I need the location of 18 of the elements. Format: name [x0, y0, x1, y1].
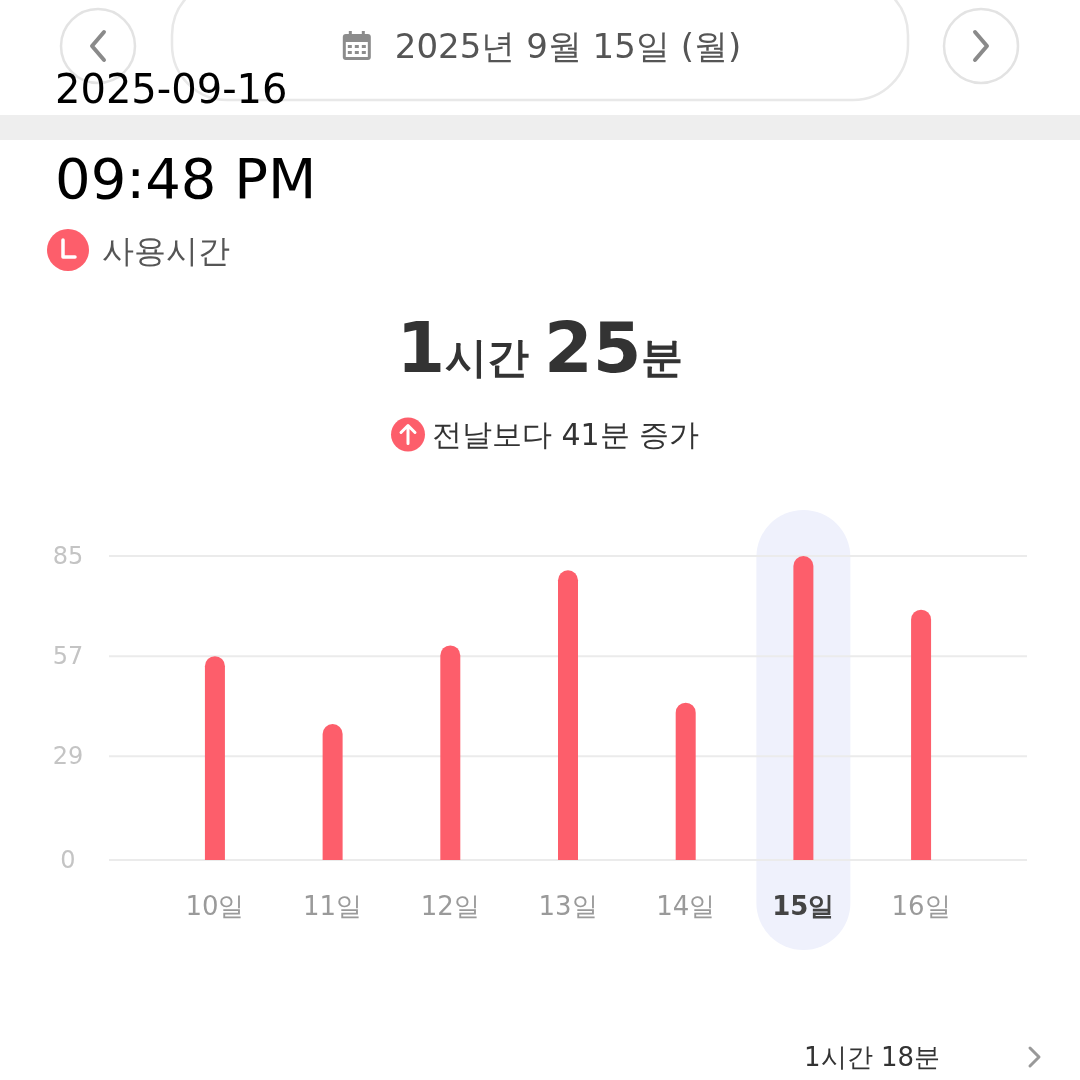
- chart-title: 사용시간: [102, 232, 230, 270]
- y-tick-label: 29: [52, 742, 84, 771]
- x-tick-label: 14일: [656, 891, 716, 921]
- chart-subtitle: 1시간 25분: [396, 307, 684, 389]
- y-tick-label: 57: [52, 642, 84, 671]
- x-tick-label: 16일: [891, 891, 951, 921]
- x-tick-label: 13일: [538, 891, 598, 921]
- text: 2025-09-16: [55, 66, 288, 112]
- x-tick-label: 15일: [772, 891, 835, 921]
- x-tick-label: 12일: [420, 891, 480, 921]
- x-tick-label: 10일: [185, 891, 245, 921]
- text: 1시간 18분: [804, 1042, 940, 1072]
- y-tick-label: 0: [60, 846, 76, 874]
- text: 09:48 PM: [55, 146, 317, 211]
- y-tick-label: 85: [52, 542, 84, 570]
- x-tick-label: 11일: [303, 891, 363, 921]
- text: 2025년 9월 15일 (월): [394, 26, 742, 66]
- text: 전날보다 41분 증가: [432, 417, 700, 452]
